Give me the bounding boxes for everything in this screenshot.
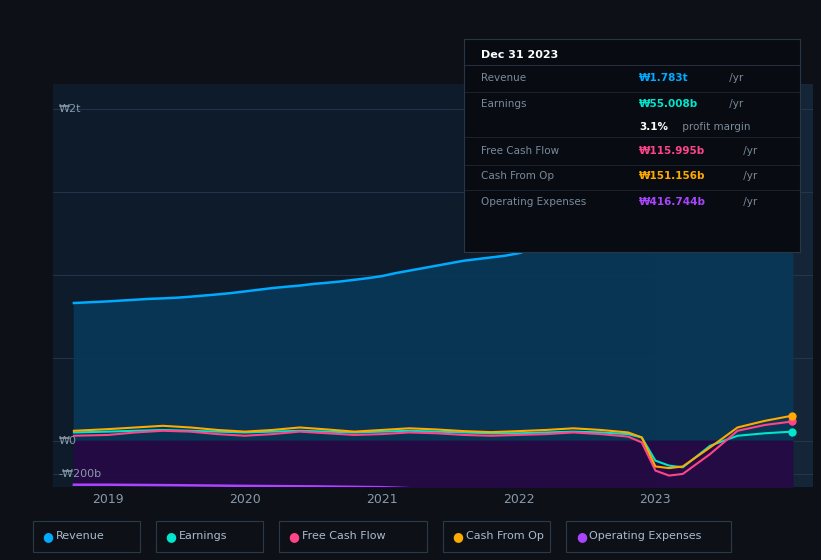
Text: Free Cash Flow: Free Cash Flow [302, 531, 386, 542]
Text: Operating Expenses: Operating Expenses [589, 531, 702, 542]
Text: Dec 31 2023: Dec 31 2023 [481, 50, 558, 60]
Text: Revenue: Revenue [481, 73, 525, 83]
Text: /yr: /yr [740, 171, 757, 181]
Text: ₩115.995b: ₩115.995b [639, 146, 705, 156]
Text: Earnings: Earnings [481, 99, 526, 109]
Text: ●: ● [42, 530, 53, 543]
Text: Free Cash Flow: Free Cash Flow [481, 146, 559, 156]
Text: ₩0: ₩0 [59, 436, 77, 446]
Text: Operating Expenses: Operating Expenses [481, 197, 586, 207]
Text: Revenue: Revenue [56, 531, 104, 542]
Text: ●: ● [165, 530, 177, 543]
Text: ●: ● [288, 530, 300, 543]
Bar [655, 84, 813, 487]
Text: Cash From Op: Cash From Op [466, 531, 544, 542]
Text: /yr: /yr [727, 73, 744, 83]
Text: -₩200b: -₩200b [59, 469, 102, 479]
Text: 3.1%: 3.1% [639, 122, 668, 132]
Text: ₩416.744b: ₩416.744b [639, 197, 706, 207]
Text: ₩151.156b: ₩151.156b [639, 171, 705, 181]
Text: /yr: /yr [740, 146, 757, 156]
Text: Earnings: Earnings [179, 531, 227, 542]
Text: /yr: /yr [740, 197, 757, 207]
Text: Cash From Op: Cash From Op [481, 171, 553, 181]
Text: ₩1.783t: ₩1.783t [639, 73, 689, 83]
Text: profit margin: profit margin [679, 122, 750, 132]
Text: /yr: /yr [727, 99, 744, 109]
Text: ●: ● [576, 530, 587, 543]
Text: ₩2t: ₩2t [59, 104, 81, 114]
Text: ●: ● [452, 530, 464, 543]
Text: ₩55.008b: ₩55.008b [639, 99, 698, 109]
